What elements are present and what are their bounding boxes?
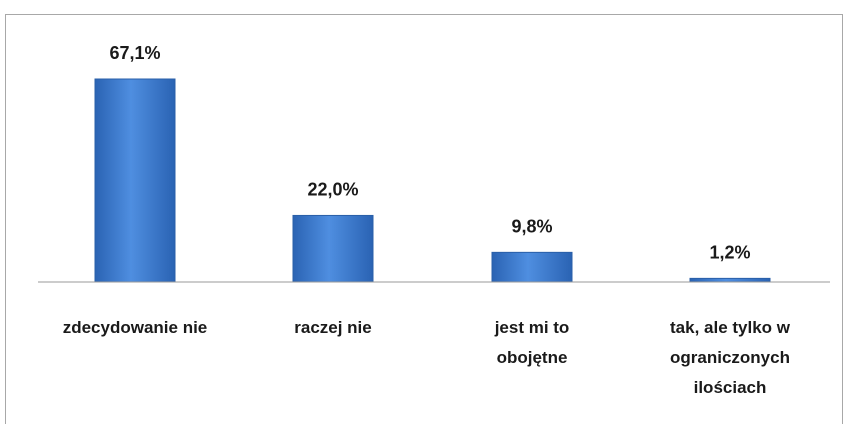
- data-label: 1,2%: [709, 242, 750, 262]
- category-label: raczej nie: [294, 318, 372, 337]
- data-label: 67,1%: [109, 43, 160, 63]
- bar: [94, 78, 176, 283]
- data-label: 9,8%: [511, 216, 552, 236]
- category-label: jest mi to obojętne: [494, 318, 570, 367]
- category-label-line: ograniczonych: [670, 348, 790, 367]
- category-label-line: raczej nie: [294, 318, 372, 337]
- category-label-line: zdecydowanie nie: [63, 318, 208, 337]
- category-label: zdecydowanie nie: [63, 318, 208, 337]
- category-label-line: tak, ale tylko w: [670, 318, 791, 337]
- bar: [491, 251, 573, 283]
- category-label-line: obojętne: [497, 348, 568, 367]
- data-label: 22,0%: [307, 179, 358, 199]
- chart-frame: [5, 14, 843, 424]
- bar: [292, 214, 374, 283]
- category-label: tak, ale tylko w ograniczonych ilościach: [670, 318, 791, 397]
- bar: [689, 277, 771, 283]
- category-label-line: jest mi to: [494, 318, 570, 337]
- category-label-line: ilościach: [694, 378, 767, 397]
